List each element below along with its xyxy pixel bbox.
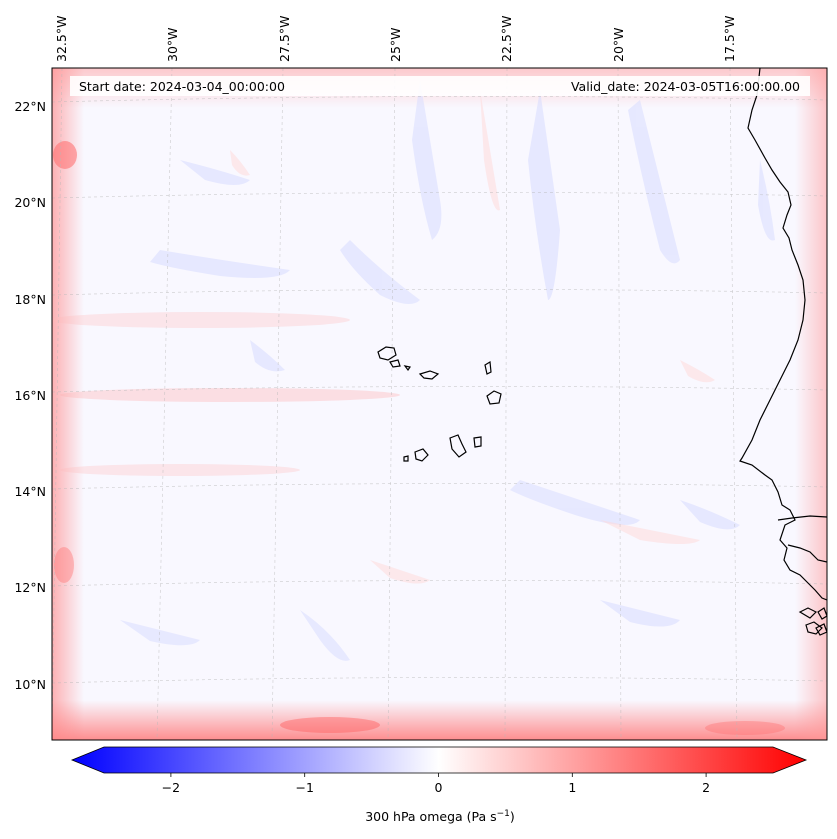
coastline-archipelago-c	[817, 607, 827, 620]
coastline-river-mouth	[777, 515, 827, 521]
info-box	[70, 76, 810, 96]
gridline-lat-14n	[52, 483, 827, 490]
colorbar-bar	[70, 746, 808, 774]
gridline-lat-10n	[52, 677, 827, 684]
gridline-lat-16n	[52, 386, 827, 393]
lat-label-14n: 14°N	[14, 484, 46, 499]
coastline-cape-verde-maio	[473, 436, 482, 448]
gridline-lon-32-5w	[52, 68, 63, 740]
lon-label-30w: 30°W	[165, 27, 180, 62]
lon-label-20w: 20°W	[611, 27, 626, 62]
gridline-lon-30w	[156, 68, 173, 740]
lat-label-16n: 16°N	[14, 388, 46, 403]
omega-positive-patches	[230, 90, 715, 584]
coastline-archipelago-b	[805, 621, 823, 635]
lat-label-10n: 10°N	[14, 677, 46, 692]
omega-negative-patches	[120, 80, 775, 661]
lat-label-20n: 20°N	[14, 195, 46, 210]
lon-label-22-5w: 22.5°W	[499, 16, 514, 62]
colorbar-tick-label: 2	[702, 780, 710, 795]
colorbar-label-exponent: −1	[497, 809, 510, 819]
start-date-label: Start date: 2024-03-04_00:00:00	[79, 79, 285, 94]
gridline-lat-20n	[52, 192, 827, 199]
colorbar-tick-label: 0	[435, 780, 443, 795]
gridline-lat-18n	[52, 289, 827, 296]
coastline-cape-verde-boa-vista	[486, 390, 502, 405]
lon-label-32-5w: 32.5°W	[54, 16, 69, 62]
coastline-cape-verde-brava	[403, 455, 409, 462]
gridline-lon-25w	[387, 68, 396, 740]
coastline-cape-verde-santiago	[449, 434, 467, 458]
coastline-cape-verde-santo-antao	[377, 346, 397, 361]
omega-band-right	[795, 68, 827, 740]
colorbar-label-text: 300 hPa omega (Pa s	[365, 809, 496, 824]
lat-label-12n: 12°N	[14, 580, 46, 595]
omega-field-background	[52, 68, 827, 740]
colorbar-label-suffix: )	[510, 809, 515, 824]
lon-label-27-5w: 27.5°W	[277, 16, 292, 62]
coastline-cape-verde-sao-vicente	[389, 359, 401, 368]
map-border	[51, 67, 828, 741]
colorbar-tick-label: −1	[295, 780, 313, 795]
graticule	[52, 68, 827, 740]
omega-max-south	[280, 717, 380, 733]
colorbar-ticks: −2 −1 0 1 2	[162, 773, 710, 795]
gridline-lat-12n	[52, 580, 827, 587]
gridline-lon-17-5w	[729, 68, 738, 740]
coastline-cape-verde-fogo	[414, 448, 429, 462]
coastline-africa	[739, 68, 827, 601]
lat-label-18n: 18°N	[14, 292, 46, 307]
coastline-estuary	[787, 544, 827, 563]
coastline-archipelago-a	[798, 607, 818, 619]
omega-max-south-east	[705, 721, 785, 735]
colorbar-tick-label: −2	[162, 780, 180, 795]
coastline-cape-verde-sal	[484, 360, 492, 375]
coastline-cape-verde-santa-luzia	[403, 365, 411, 372]
omega-band-left	[52, 68, 84, 740]
omega-band-16n	[60, 388, 400, 402]
gridline-lon-27-5w	[271, 68, 284, 740]
longitude-labels: 32.5°W 30°W 27.5°W 25°W 22.5°W 20°W 17.5…	[54, 16, 737, 62]
lon-label-25w: 25°W	[388, 27, 403, 62]
map-panel: Start date: 2024-03-04_00:00:00 Valid_da…	[52, 68, 827, 740]
coastline-cape-verde-sao-nicolau	[418, 370, 440, 380]
omega-max-west-12n	[54, 547, 74, 583]
omega-band-14n	[60, 464, 300, 476]
coastline-archipelago-d	[815, 623, 827, 636]
colorbar-label: 300 hPa omega (Pa s−1)	[365, 809, 515, 824]
colorbar-tick-label: 1	[568, 780, 576, 795]
gridline-lon-22-5w	[504, 68, 508, 740]
gridline-lat-22n	[52, 96, 827, 103]
colorbar: −2 −1 0 1 2 300 hPa omega (Pa s−1)	[70, 746, 808, 824]
latitude-labels: 22°N 20°N 18°N 16°N 14°N 12°N 10°N	[14, 99, 46, 692]
omega-band-18n	[52, 312, 350, 328]
gridline-lon-20w	[617, 68, 622, 740]
valid-date-label: Valid_date: 2024-03-05T16:00:00.00	[571, 79, 800, 94]
omega-max-west-20n	[53, 141, 77, 169]
coastlines	[377, 68, 827, 636]
omega-band-bottom	[52, 700, 827, 740]
lon-label-17-5w: 17.5°W	[722, 16, 737, 62]
lat-label-22n: 22°N	[14, 99, 46, 114]
